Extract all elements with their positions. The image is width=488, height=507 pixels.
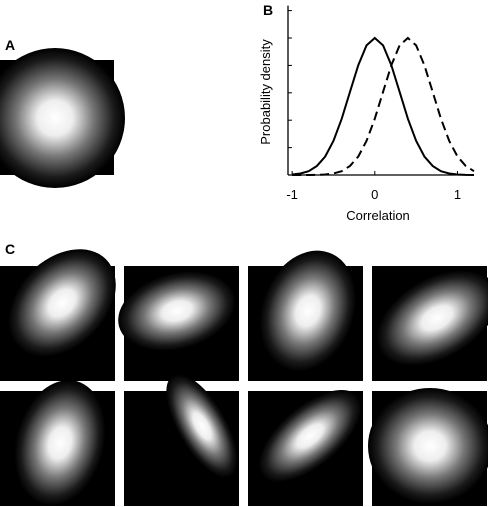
image-tile — [124, 374, 239, 506]
gaussian-blob — [259, 250, 357, 372]
panel-label: B — [263, 2, 273, 18]
gaussian-blob — [118, 271, 236, 351]
panel-label: A — [5, 37, 15, 53]
image-grid — [0, 249, 488, 506]
image-tile — [248, 250, 363, 381]
image-tile — [372, 266, 488, 381]
x-tick-label: 1 — [454, 187, 461, 202]
gaussian-blob — [258, 389, 362, 483]
y-axis-label: Probability density — [258, 39, 273, 145]
image-tile — [248, 389, 363, 506]
gaussian-blob — [8, 249, 116, 357]
x-tick-label: -1 — [286, 187, 298, 202]
image-tile — [368, 388, 488, 506]
image-tile — [0, 249, 116, 381]
x-tick-label: 0 — [371, 187, 378, 202]
image-tile — [0, 380, 115, 506]
panel-label: C — [5, 241, 15, 257]
gaussian-blob — [368, 388, 488, 504]
gaussian-blob — [14, 380, 106, 506]
gaussian-blob — [166, 374, 238, 478]
x-axis-label: Correlation — [346, 208, 410, 223]
image-tile — [118, 266, 239, 381]
image-panel-a — [0, 48, 125, 188]
gaussian-blob — [376, 270, 488, 366]
line-series — [292, 36, 475, 176]
line-series — [292, 36, 475, 176]
